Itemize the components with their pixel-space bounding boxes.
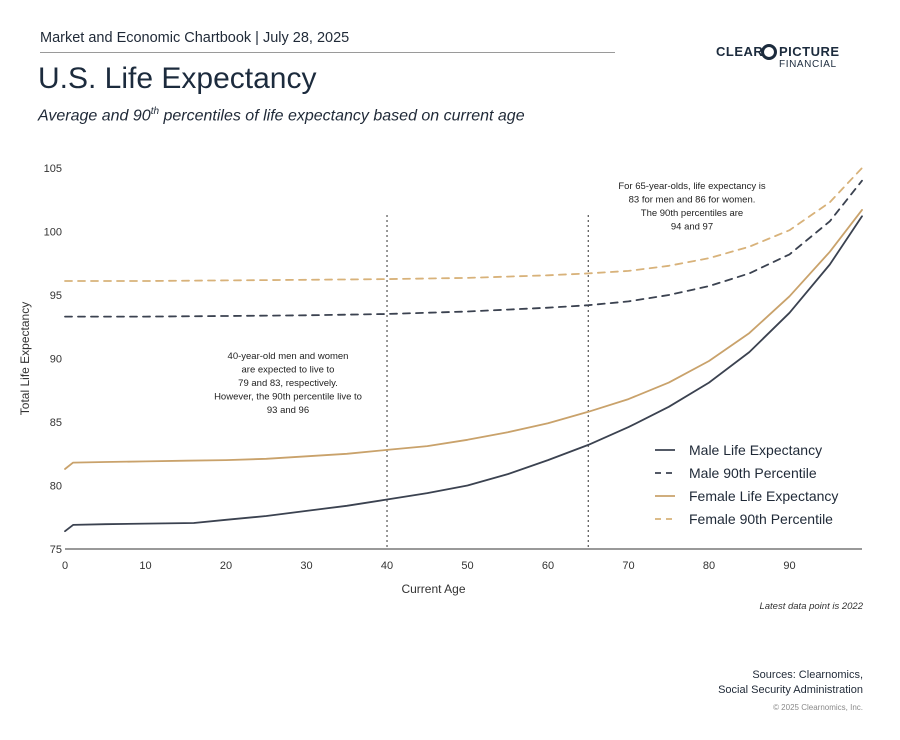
logo-word-financial: FINANCIAL (779, 59, 837, 70)
annotation-age-40-line: 40-year-old men and women (228, 351, 349, 362)
logo-word-clear: CLEAR (716, 44, 764, 59)
logo-word-picture: PICTURE (779, 44, 840, 59)
subtitle-suffix: percentiles of life expectancy based on … (159, 107, 525, 125)
sources-line-1: Sources: Clearnomics, (752, 669, 863, 681)
x-axis-title: Current Age (401, 582, 465, 596)
legend-label: Male 90th Percentile (689, 465, 817, 481)
x-tick-label: 40 (381, 560, 393, 572)
legend-label: Female Life Expectancy (689, 488, 838, 504)
x-tick-label: 10 (139, 560, 151, 572)
chartbook-header: Market and Economic Chartbook | July 28,… (40, 30, 350, 46)
y-tick-label: 75 (50, 544, 62, 556)
subtitle-superscript: th (150, 106, 160, 117)
x-tick-label: 50 (461, 560, 473, 572)
annotation-age-40-line: 79 and 83, respectively. (238, 378, 338, 389)
data-note: Latest data point is 2022 (759, 601, 863, 612)
x-tick-label: 90 (783, 560, 795, 572)
series-line-female-life-expectancy (64, 208, 863, 470)
legend-label: Female 90th Percentile (689, 511, 833, 527)
x-tick-label: 80 (703, 560, 715, 572)
subtitle-prefix: Average and 90 (38, 107, 151, 125)
y-axis-title: Total Life Expectancy (18, 302, 32, 415)
page-title: U.S. Life Expectancy (38, 62, 317, 95)
annotation-age-65-line: 83 for men and 86 for women. (629, 195, 756, 206)
copyright: © 2025 Clearnomics, Inc. (773, 703, 863, 712)
x-tick-label: 30 (300, 560, 312, 572)
series-line-male-90th-percentile (64, 179, 863, 318)
sources-line-2: Social Security Administration (718, 684, 863, 696)
y-tick-label: 100 (44, 227, 62, 239)
annotation-age-40-line: are expected to live to (242, 365, 335, 376)
x-tick-label: 20 (220, 560, 232, 572)
y-tick-label: 95 (50, 290, 62, 302)
x-tick-label: 0 (62, 560, 68, 572)
annotation-age-65-line: The 90th percentiles are (641, 208, 743, 219)
annotation-age-65-line: For 65-year-olds, life expectancy is (618, 181, 766, 192)
y-tick-label: 80 (50, 481, 62, 493)
logo-ring-icon (761, 44, 777, 60)
x-tick-label: 60 (542, 560, 554, 572)
x-tick-label: 70 (622, 560, 634, 572)
y-tick-label: 85 (50, 417, 62, 429)
header-divider (40, 52, 615, 53)
annotation-age-40-line: 93 and 96 (267, 405, 309, 416)
series-line-female-90th-percentile (64, 167, 863, 282)
y-tick-label: 105 (44, 163, 62, 175)
page-subtitle: Average and 90th percentiles of life exp… (38, 106, 525, 125)
annotation-age-40-line: However, the 90th percentile live to (214, 392, 362, 403)
series-line-male-life-expectancy (64, 215, 863, 533)
sources: Sources: Clearnomics, Social Security Ad… (718, 668, 863, 698)
annotation-age-65-line: 94 and 97 (671, 222, 713, 233)
y-tick-label: 90 (50, 354, 62, 366)
brand-logo: CLEAR PICTURE FINANCIAL (716, 42, 866, 74)
legend-label: Male Life Expectancy (689, 442, 822, 458)
